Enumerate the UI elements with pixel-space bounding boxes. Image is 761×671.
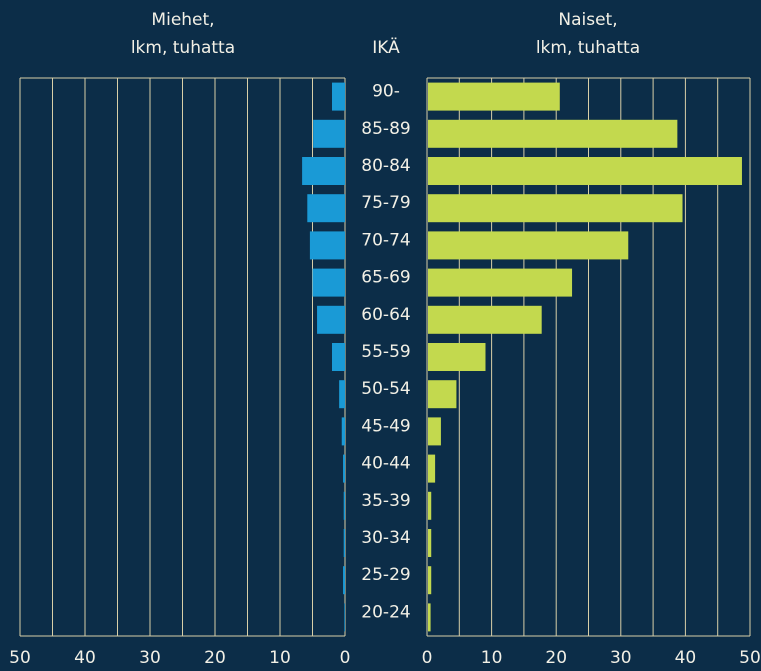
bar xyxy=(428,119,678,148)
category-label: 25-29 xyxy=(361,565,410,585)
bar xyxy=(341,417,345,446)
category-label: 55-59 xyxy=(361,342,410,362)
x-tick-label: 20 xyxy=(545,648,567,668)
bar xyxy=(428,566,432,595)
bar xyxy=(307,194,345,223)
category-label: 60-64 xyxy=(361,305,410,325)
bar xyxy=(428,194,683,223)
category-label: 30-34 xyxy=(361,528,410,548)
bar xyxy=(302,157,345,185)
x-tick-label: 0 xyxy=(340,648,351,668)
category-label: 50-54 xyxy=(361,379,410,399)
category-label: 80-84 xyxy=(361,156,410,176)
bar xyxy=(332,82,345,111)
bar xyxy=(343,454,345,483)
category-label: 20-24 xyxy=(361,602,410,622)
category-label: 85-89 xyxy=(361,119,410,139)
x-tick-label: 40 xyxy=(74,648,96,668)
bar xyxy=(344,603,345,632)
left-title: Miehet, lkm, tuhatta xyxy=(130,10,236,58)
x-tick-label: 0 xyxy=(422,648,433,668)
bar xyxy=(343,566,345,595)
bar xyxy=(428,603,431,632)
category-label: 45-49 xyxy=(361,416,410,436)
bar xyxy=(309,231,345,260)
bar xyxy=(428,454,436,483)
right-title: Naiset, lkm, tuhatta xyxy=(535,10,641,58)
bar xyxy=(428,529,432,557)
bar xyxy=(339,380,345,409)
x-tick-label: 10 xyxy=(481,648,503,668)
category-label: 70-74 xyxy=(361,230,410,250)
x-tick-label: 10 xyxy=(269,648,291,668)
bar xyxy=(428,380,457,409)
x-tick-label: 30 xyxy=(139,648,161,668)
category-label: 40-44 xyxy=(361,454,410,474)
bar xyxy=(313,119,345,148)
category-axis-label: IKÄ xyxy=(372,37,400,58)
bar xyxy=(317,305,345,334)
bar xyxy=(428,268,573,297)
bar xyxy=(428,305,542,334)
bar xyxy=(428,82,560,111)
bar xyxy=(343,491,345,520)
bar xyxy=(428,343,486,371)
x-tick-label: 40 xyxy=(675,648,697,668)
bar xyxy=(332,343,345,371)
bar xyxy=(312,268,345,297)
category-label: 75-79 xyxy=(361,193,410,213)
category-label: 65-69 xyxy=(361,268,410,288)
bar xyxy=(428,417,441,446)
x-tick-label: 50 xyxy=(739,648,761,668)
x-tick-label: 30 xyxy=(610,648,632,668)
bar xyxy=(428,231,629,260)
x-tick-label: 50 xyxy=(9,648,31,668)
category-label: 35-39 xyxy=(361,491,410,511)
bar xyxy=(428,491,432,520)
category-label: 90- xyxy=(372,82,400,102)
bar xyxy=(343,529,345,557)
x-tick-label: 20 xyxy=(204,648,226,668)
bar xyxy=(428,157,742,185)
